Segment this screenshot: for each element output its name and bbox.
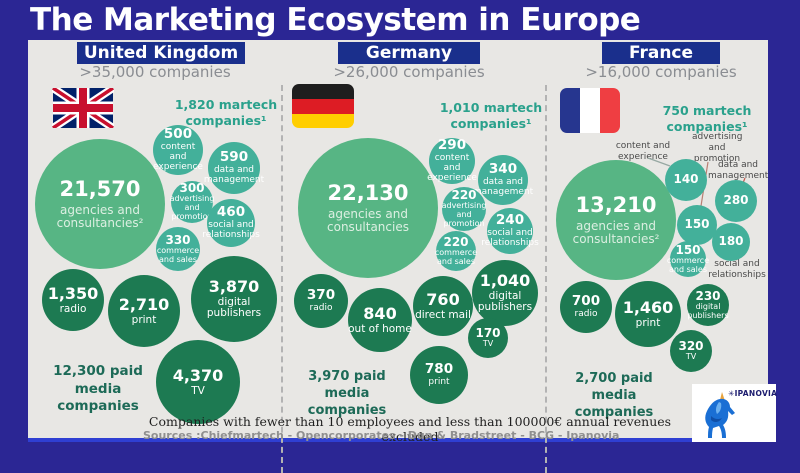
uk-martech-note: 1,820 martech companies¹ bbox=[174, 97, 278, 128]
germany-paid-media-note: 3,970 paid media companies bbox=[307, 369, 387, 418]
germany-flag-icon bbox=[292, 84, 354, 128]
france-paid-media-note: 2,700 paid media companies bbox=[574, 371, 654, 420]
germany-martech-bubble-content: 290 content and experience bbox=[427, 137, 477, 184]
header-germany: Germany bbox=[338, 42, 480, 64]
germany-media-bubble-direct-mail: 760 direct mail bbox=[413, 276, 473, 336]
ipanovia-star-icon: ✳ bbox=[728, 389, 735, 398]
france-martech-bubble-content: 140 bbox=[665, 159, 707, 201]
uk-media-bubble-radio: 1,350 radio bbox=[42, 269, 104, 331]
uk-martech-bubble-data: 590 data and management bbox=[204, 142, 264, 194]
uk-media-bubble-print: 2,710 print bbox=[108, 275, 180, 347]
germany-media-bubble-out-of-home: 840 out of home bbox=[348, 288, 412, 352]
uk-martech-bubble-content: 500 content and experience bbox=[153, 125, 203, 175]
uk-martech-bubble-commerce: 330 commerce and sales bbox=[156, 227, 200, 271]
germany-martech-bubble-advertising: 220 advertising and promotion bbox=[442, 187, 486, 231]
germany-media-bubble-radio: 370 radio bbox=[294, 274, 348, 328]
france-martech-bubble-advertising: 150 bbox=[677, 205, 717, 245]
germany-martech-note: 1,010 martech companies¹ bbox=[439, 100, 543, 131]
unicorn-icon bbox=[705, 392, 735, 438]
germany-martech-bubble-social: 240 social and relationships bbox=[481, 208, 539, 254]
france-martech-bubble-social: 180 bbox=[712, 223, 750, 261]
column-divider bbox=[281, 85, 283, 473]
header-united-kingdom: United Kingdom bbox=[77, 42, 245, 64]
germany-media-bubble-print: 780 print bbox=[410, 346, 468, 404]
uk-martech-bubble-advertising: 300 advertising and promotion bbox=[170, 181, 214, 223]
uk-media-bubble-tv: 4,370 TV bbox=[156, 340, 240, 424]
footer-exclusion-note: Companies with fewer than 10 employees a… bbox=[148, 414, 672, 444]
france-flag-icon bbox=[560, 88, 620, 133]
uk-paid-media-note: 12,300 paid media companies bbox=[53, 363, 143, 415]
uk-agencies-bubble: 21,570 agencies and consultancies² bbox=[35, 139, 165, 269]
france-media-bubble-print: 1,460 print bbox=[615, 281, 681, 347]
france-media-bubble-digital-publishers: 230 digital publishers bbox=[687, 284, 729, 326]
germany-media-bubble-tv: 170 TV bbox=[468, 318, 508, 358]
france-media-bubble-radio: 700 radio bbox=[560, 281, 612, 333]
footer-sources: Sources :Chiefmartech - Opencorporates -… bbox=[143, 429, 620, 442]
france-media-bubble-tv: 320 TV bbox=[670, 330, 712, 372]
france-martech-bubble-commerce: 150 commerce and sales bbox=[667, 241, 709, 277]
france-label-data-management: data and management bbox=[708, 160, 769, 181]
uk-total-companies: >35,000 companies bbox=[79, 63, 231, 81]
france-label-social-relationships: social and relationships bbox=[708, 259, 766, 280]
column-divider bbox=[545, 85, 547, 473]
page-title: The Marketing Ecosystem in Europe bbox=[30, 2, 641, 38]
france-agencies-bubble: 13,210 agencies and consultancies² bbox=[556, 160, 676, 280]
france-martech-note: 750 martech companies¹ bbox=[662, 103, 752, 134]
ipanovia-brand: ✳IPANOVIA bbox=[728, 389, 778, 398]
france-martech-bubble-data: 280 bbox=[715, 180, 757, 222]
uk-flag-icon bbox=[52, 88, 114, 128]
germany-martech-bubble-data: 340 data and management bbox=[473, 155, 533, 205]
germany-martech-bubble-commerce: 220 commerce and sales bbox=[435, 231, 477, 271]
uk-martech-bubble-social: 460 social and relationships bbox=[202, 199, 260, 247]
germany-agencies-bubble: 22,130 agencies and consultancies bbox=[298, 138, 438, 278]
france-total-companies: >16,000 companies bbox=[585, 63, 737, 81]
germany-media-bubble-digital-publishers: 1,040 digital publishers bbox=[472, 260, 538, 326]
france-label-advertising-promotion: advertising and promotion bbox=[692, 132, 743, 164]
uk-media-bubble-digital-publishers: 3,870 digital publishers bbox=[191, 256, 277, 342]
germany-total-companies: >26,000 companies bbox=[333, 63, 485, 81]
france-label-content-experience: content and experience bbox=[615, 141, 671, 162]
ipanovia-logo: ✳IPANOVIA bbox=[692, 384, 778, 442]
header-france: France bbox=[602, 42, 720, 64]
